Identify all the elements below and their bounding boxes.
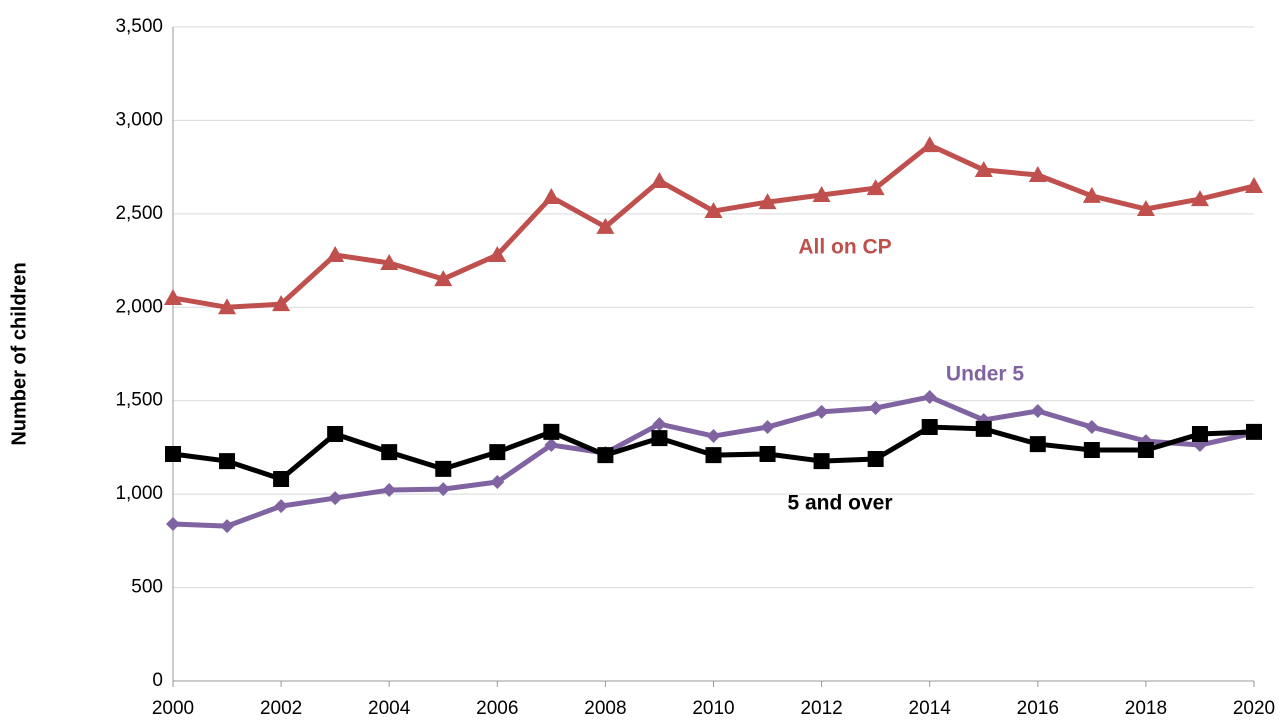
data-point: [1028, 165, 1047, 182]
data-point: [435, 460, 452, 477]
data-point: [220, 519, 235, 534]
data-point: [434, 270, 453, 287]
data-point: [1082, 186, 1101, 203]
data-point: [706, 429, 721, 444]
data-point: [543, 423, 560, 440]
x-tick-label: 2020: [1233, 698, 1275, 719]
data-point: [326, 245, 345, 262]
data-point: [327, 425, 344, 442]
series-label: Under 5: [946, 363, 1025, 386]
data-point: [490, 474, 505, 489]
data-point: [274, 499, 289, 514]
data-point: [759, 445, 776, 462]
x-tick-label: 2016: [1017, 698, 1059, 719]
data-point: [597, 447, 614, 464]
data-point: [812, 185, 831, 202]
data-point: [1191, 425, 1208, 442]
data-point: [273, 471, 290, 488]
data-point: [219, 453, 236, 470]
x-tick-label: 2004: [368, 698, 411, 719]
data-point: [868, 401, 883, 416]
y-tick-label: 2,500: [115, 203, 163, 224]
y-axis-title: Number of children: [8, 262, 30, 445]
data-point: [974, 160, 993, 177]
data-point: [760, 420, 775, 435]
data-point: [272, 295, 291, 312]
x-tick-label: 2006: [476, 698, 518, 719]
series-label: All on CP: [798, 236, 891, 259]
data-point: [1030, 403, 1045, 418]
data-point: [704, 202, 723, 219]
x-tick-label: 2002: [260, 698, 302, 719]
data-point: [1136, 199, 1155, 216]
y-tick-label: 3,000: [115, 109, 163, 130]
data-point: [489, 444, 506, 461]
data-point: [758, 193, 777, 210]
data-point: [813, 453, 830, 470]
data-point: [381, 444, 398, 461]
data-point: [166, 517, 180, 532]
data-point: [1137, 442, 1154, 459]
data-point: [436, 482, 451, 497]
data-point: [922, 389, 937, 404]
y-tick-label: 3,500: [115, 16, 163, 37]
y-tick-label: 0: [152, 670, 163, 691]
data-point: [652, 417, 667, 432]
data-point: [1029, 436, 1046, 453]
data-point: [920, 136, 939, 153]
x-tick-label: 2010: [692, 698, 734, 719]
data-point: [650, 171, 669, 188]
data-point: [542, 188, 561, 205]
data-point: [544, 437, 559, 452]
data-point: [165, 445, 181, 462]
data-point: [1245, 177, 1263, 194]
data-point: [218, 298, 237, 315]
y-tick-label: 1,500: [115, 390, 163, 411]
x-tick-label: 2018: [1125, 698, 1167, 719]
x-tick-label: 2008: [584, 698, 626, 719]
x-tick-label: 2014: [909, 698, 952, 719]
data-point: [1190, 190, 1209, 207]
data-point: [814, 404, 829, 419]
data-point: [380, 254, 399, 271]
data-point: [651, 430, 668, 447]
data-point: [596, 217, 615, 234]
data-point: [867, 451, 884, 468]
data-point: [866, 179, 885, 196]
y-tick-label: 500: [131, 577, 163, 598]
data-point: [488, 245, 507, 262]
series-label: 5 and over: [787, 492, 892, 515]
series-line: [172, 142, 1255, 310]
data-point: [705, 447, 722, 464]
y-tick-label: 1,000: [115, 483, 163, 504]
data-point: [382, 483, 397, 498]
data-point: [1246, 423, 1262, 440]
data-point: [921, 419, 938, 436]
data-point: [164, 288, 182, 305]
x-tick-label: 2012: [800, 698, 842, 719]
x-tick-label: 2000: [152, 698, 194, 719]
data-point: [328, 491, 343, 506]
y-tick-label: 2,000: [115, 296, 163, 317]
data-point: [975, 420, 992, 437]
data-point: [1083, 442, 1100, 459]
data-point: [1084, 420, 1099, 435]
